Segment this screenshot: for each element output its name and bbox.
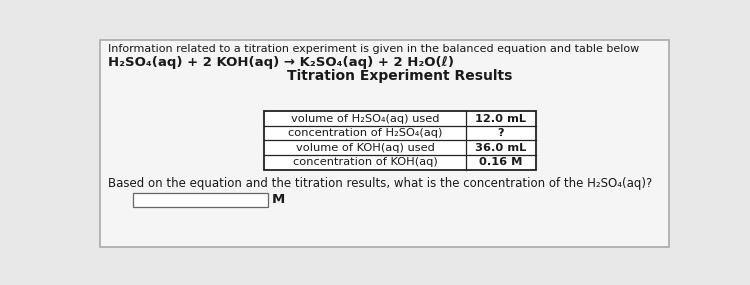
Text: M: M — [272, 193, 285, 206]
Text: Titration Experiment Results: Titration Experiment Results — [287, 69, 512, 83]
Text: ?: ? — [497, 128, 504, 138]
Text: 0.16 M: 0.16 M — [479, 157, 522, 167]
Text: volume of KOH(aq) used: volume of KOH(aq) used — [296, 143, 434, 153]
Text: volume of H₂SO₄(aq) used: volume of H₂SO₄(aq) used — [291, 113, 440, 123]
Text: 12.0 mL: 12.0 mL — [476, 113, 526, 123]
Bar — [133, 193, 268, 207]
Text: Information related to a titration experiment is given in the balanced equation : Information related to a titration exper… — [108, 44, 639, 54]
Text: 36.0 mL: 36.0 mL — [475, 143, 526, 153]
Text: concentration of KOH(aq): concentration of KOH(aq) — [292, 157, 437, 167]
Text: H₂SO₄(aq) + 2 KOH(aq) → K₂SO₄(aq) + 2 H₂O(ℓ): H₂SO₄(aq) + 2 KOH(aq) → K₂SO₄(aq) + 2 H₂… — [108, 56, 454, 69]
Bar — [264, 111, 536, 170]
Text: concentration of H₂SO₄(aq): concentration of H₂SO₄(aq) — [288, 128, 442, 138]
Text: Based on the equation and the titration results, what is the concentration of th: Based on the equation and the titration … — [108, 178, 652, 190]
